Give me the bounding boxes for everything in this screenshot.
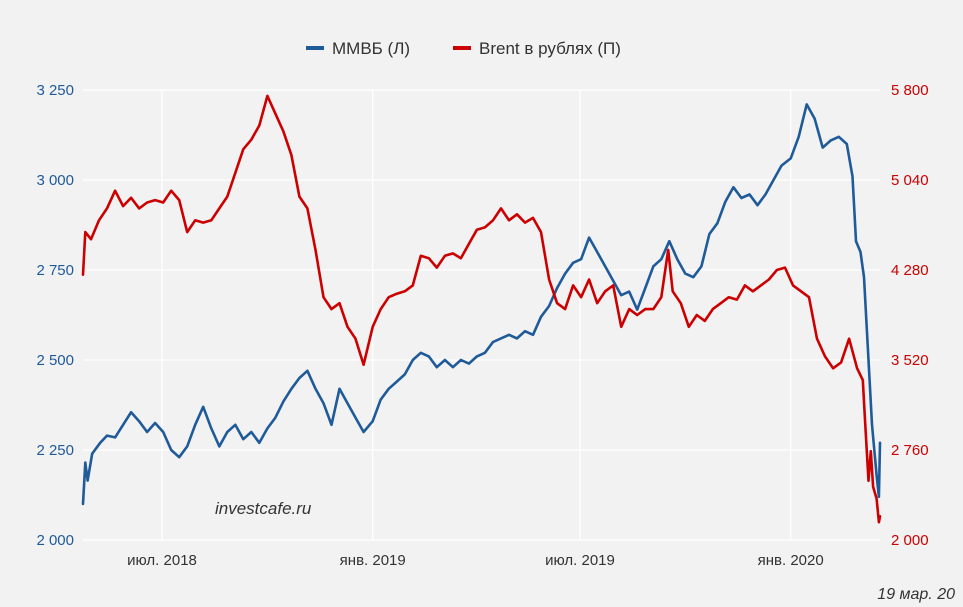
right-tick-label: 5 040 <box>891 172 929 189</box>
x-axis-ticks: июл. 2018 янв. 2019 июл. 2019 янв. 2020 <box>127 552 824 569</box>
series-line-mmvb <box>81 103 882 506</box>
left-tick-label: 3 250 <box>36 82 74 99</box>
x-tick-label: янв. 2020 <box>758 552 824 569</box>
series-lines <box>81 94 882 524</box>
right-tick-label: 5 800 <box>891 82 929 99</box>
left-tick-label: 2 000 <box>36 532 74 549</box>
left-tick-label: 2 750 <box>36 262 74 279</box>
left-tick-label: 2 500 <box>36 352 74 369</box>
right-tick-label: 4 280 <box>891 262 929 279</box>
right-axis-ticks: 2 000 2 760 3 520 4 280 5 040 5 800 <box>891 82 929 549</box>
date-note: 19 мар. 20 <box>877 586 955 603</box>
grid <box>83 89 880 541</box>
legend-label: ММВБ (Л) <box>332 39 410 58</box>
series-line-brent <box>81 94 882 524</box>
legend-label: Brent в рублях (П) <box>479 39 621 58</box>
right-tick-label: 3 520 <box>891 352 929 369</box>
left-tick-label: 3 000 <box>36 172 74 189</box>
x-tick-label: июл. 2019 <box>545 552 615 569</box>
x-tick-label: июл. 2018 <box>127 552 197 569</box>
right-tick-label: 2 000 <box>891 532 929 549</box>
left-tick-label: 2 250 <box>36 442 74 459</box>
right-tick-label: 2 760 <box>891 442 929 459</box>
legend: ММВБ (Л) Brent в рублях (П) <box>306 39 621 58</box>
watermark: investcafe.ru <box>215 499 312 518</box>
x-tick-label: янв. 2019 <box>340 552 406 569</box>
left-axis-ticks: 2 000 2 250 2 500 2 750 3 000 3 250 <box>36 82 74 549</box>
